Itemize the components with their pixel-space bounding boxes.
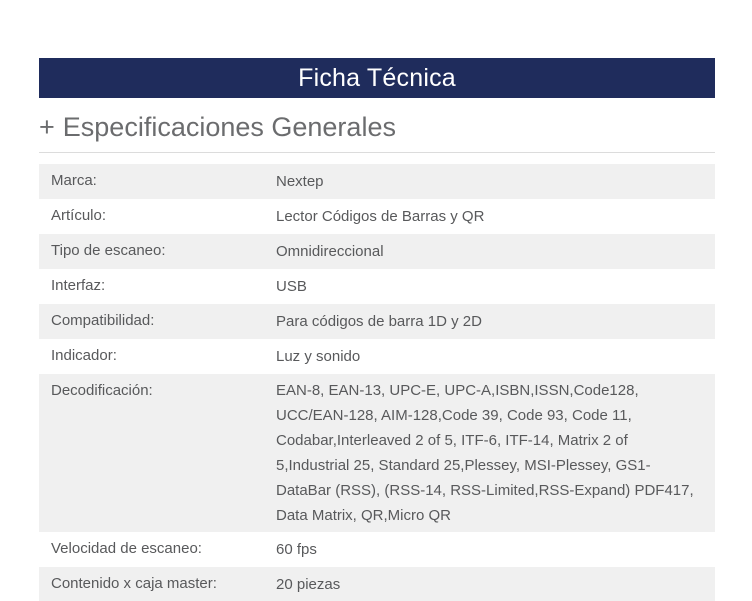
specs-table: Marca: Nextep Artículo: Lector Códigos d… (39, 164, 715, 601)
spec-value: USB (276, 278, 307, 295)
page-title: Ficha Técnica (298, 63, 456, 92)
spec-label: Decodificación: (51, 382, 153, 399)
spec-row-compatibilidad: Compatibilidad: Para códigos de barra 1D… (39, 304, 715, 339)
spec-value: Lector Códigos de Barras y QR (276, 208, 485, 225)
spec-value: 60 fps (276, 541, 317, 558)
spec-row-tipo-de-escaneo: Tipo de escaneo: Omnidireccional (39, 234, 715, 269)
spec-value: EAN-8, EAN-13, UPC-E, UPC-A,ISBN,ISSN,Co… (276, 382, 694, 524)
spec-value: Nextep (276, 173, 324, 190)
spec-label: Artículo: (51, 207, 107, 224)
spec-row-contenido-x-caja-master: Contenido x caja master: 20 piezas (39, 567, 715, 601)
spec-row-articulo: Artículo: Lector Códigos de Barras y QR (39, 199, 715, 234)
spec-value: 20 piezas (276, 576, 341, 593)
spec-label: Indicador: (51, 347, 117, 364)
spec-value: Omnidireccional (276, 243, 384, 260)
spec-row-interfaz: Interfaz: USB (39, 269, 715, 304)
spec-label: Tipo de escaneo: (51, 242, 166, 259)
spec-row-decodificacion: Decodificación: EAN-8, EAN-13, UPC-E, UP… (39, 374, 715, 532)
spec-row-indicador: Indicador: Luz y sonido (39, 339, 715, 374)
spec-value: Luz y sonido (276, 348, 361, 365)
spec-value: Para códigos de barra 1D y 2D (276, 313, 482, 330)
expand-plus-icon: + (39, 112, 55, 142)
section-toggle-especificaciones-generales[interactable]: + Especificaciones Generales (39, 111, 715, 143)
section-heading-label: Especificaciones Generales (62, 112, 396, 142)
ficha-tecnica-title-bar: Ficha Técnica (39, 58, 715, 98)
spec-label: Velocidad de escaneo: (51, 540, 202, 557)
page-content: Ficha Técnica + Especificaciones Generale… (39, 0, 715, 601)
heading-divider (39, 152, 715, 153)
spec-label: Compatibilidad: (51, 312, 155, 329)
spec-label: Contenido x caja master: (51, 575, 217, 592)
spec-label: Marca: (51, 172, 97, 189)
spec-row-velocidad-de-escaneo: Velocidad de escaneo: 60 fps (39, 532, 715, 567)
spec-label: Interfaz: (51, 277, 106, 294)
spec-row-marca: Marca: Nextep (39, 164, 715, 199)
